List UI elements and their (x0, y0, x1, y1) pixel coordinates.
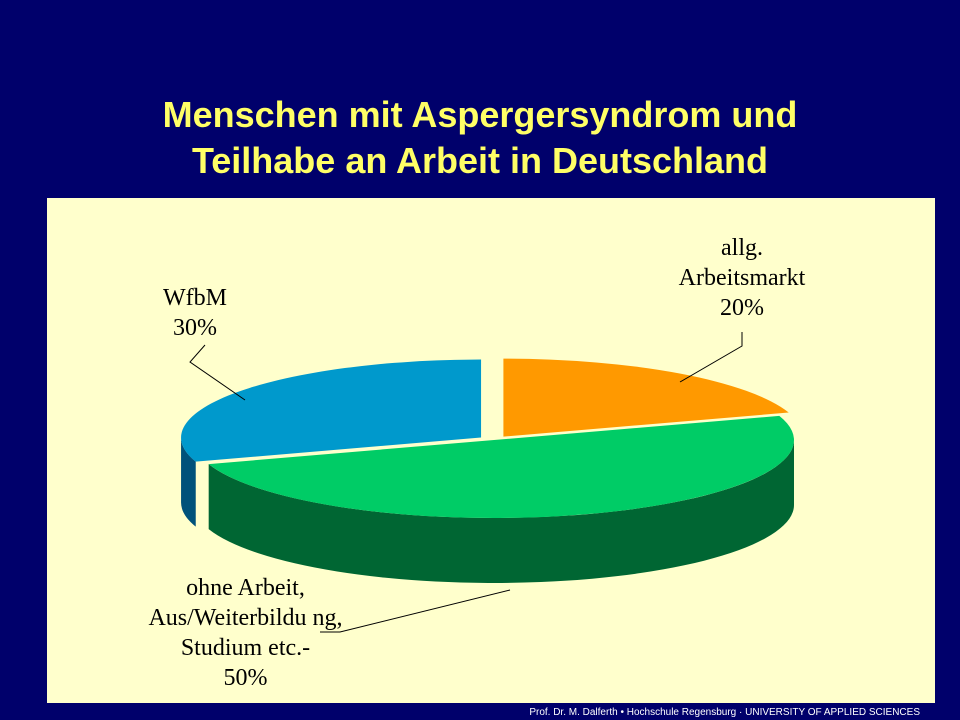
slice-side (181, 437, 196, 527)
slide-title: Menschen mit Aspergersyndrom und Teilhab… (162, 94, 798, 181)
slice-label: ohne Arbeit, Aus/Weiterbildu ng, Studium… (148, 573, 343, 693)
slice-side (208, 440, 794, 583)
slice-label: WfbM 30% (140, 283, 250, 343)
value-label: 20% (720, 295, 764, 321)
category-label: WfbM (163, 285, 227, 311)
leader-line (679, 332, 743, 383)
category-label: allg. Arbeitsmarkt (678, 235, 806, 291)
leader-line (320, 589, 511, 633)
pie-slice (181, 359, 482, 462)
footer: Prof. Dr. M. Dalferth • Hochschule Regen… (529, 707, 920, 718)
leader-line (189, 344, 246, 401)
pie-slice (503, 358, 789, 437)
value-label: 30% (173, 315, 217, 341)
category-label: ohne Arbeit, Aus/Weiterbildu ng, Studium… (148, 575, 343, 661)
slice-label: allg. Arbeitsmarkt 20% (662, 233, 822, 323)
value-label: 50% (223, 665, 268, 691)
pie-slice (208, 415, 794, 518)
